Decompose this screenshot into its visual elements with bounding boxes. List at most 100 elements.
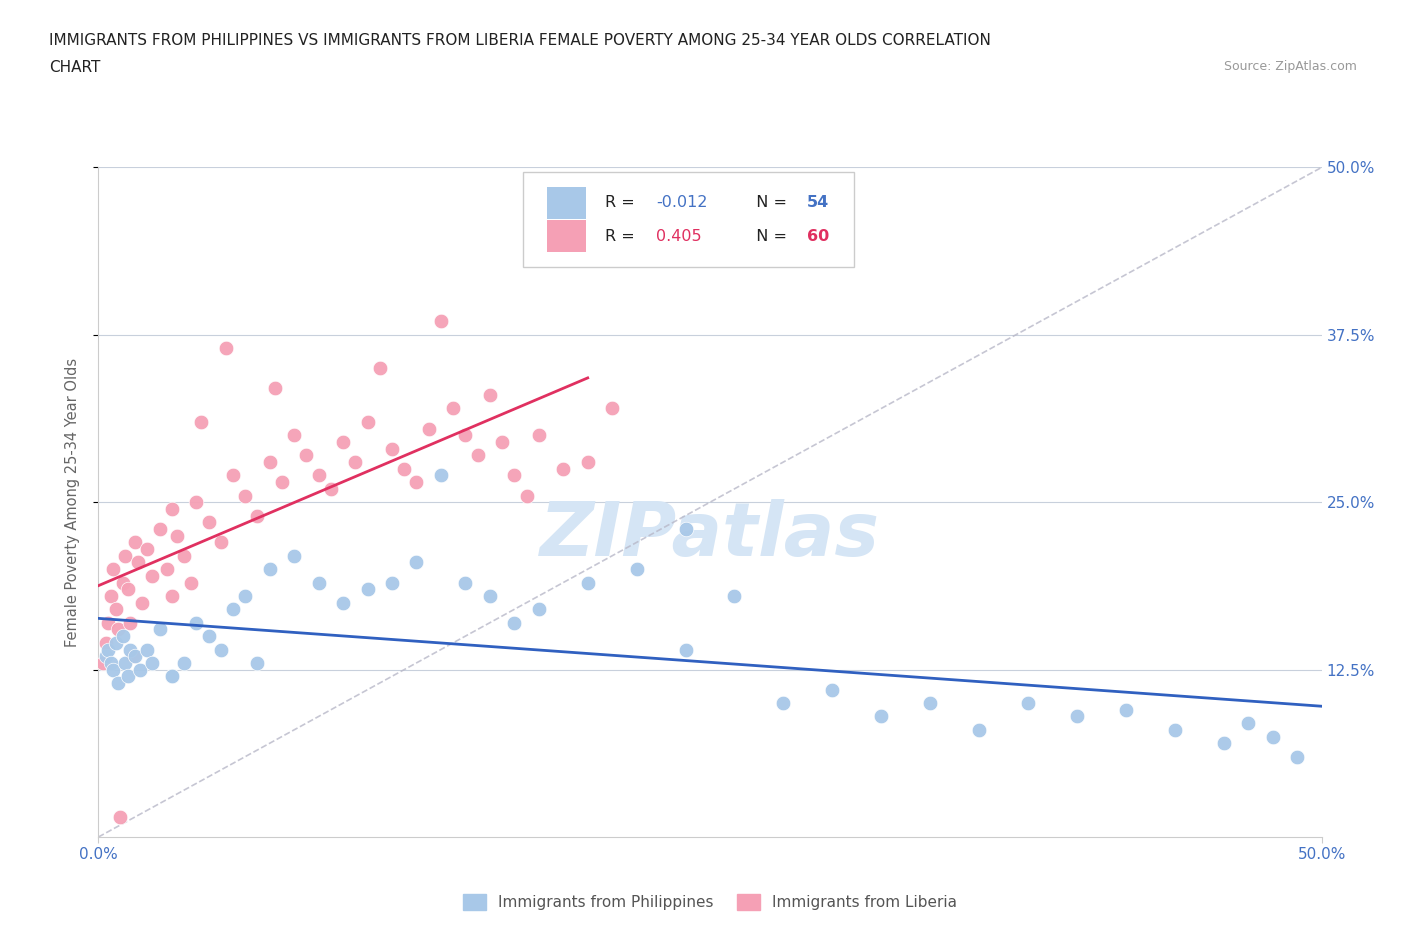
Text: CHART: CHART [49, 60, 101, 75]
Text: 60: 60 [807, 229, 830, 244]
Point [117, 669, 139, 684]
Point [101, 562, 124, 577]
Point [160, 669, 183, 684]
Point [124, 649, 146, 664]
Point [308, 468, 330, 483]
Point [104, 635, 127, 650]
Point [186, 616, 208, 631]
Point [111, 575, 134, 590]
Point [129, 662, 152, 677]
Point [110, 809, 132, 824]
Legend: Immigrants from Philippines, Immigrants from Liberia: Immigrants from Philippines, Immigrants … [457, 888, 963, 916]
Point [467, 448, 489, 463]
Point [127, 555, 149, 570]
Point [114, 549, 136, 564]
Point [870, 709, 893, 724]
Point [209, 535, 232, 550]
Point [233, 589, 256, 604]
Point [186, 495, 208, 510]
Point [246, 656, 269, 671]
Point [180, 575, 202, 590]
Point [600, 401, 623, 416]
Point [190, 415, 212, 430]
Point [121, 649, 143, 664]
Text: ZIPatlas: ZIPatlas [540, 499, 880, 572]
Point [332, 595, 354, 610]
Point [160, 501, 183, 516]
Point [576, 455, 599, 470]
Point [156, 562, 179, 577]
Point [527, 602, 550, 617]
Point [214, 340, 236, 355]
Point [675, 522, 697, 537]
FancyBboxPatch shape [547, 187, 586, 219]
Text: 0.405: 0.405 [657, 229, 702, 244]
Point [1017, 696, 1039, 711]
Point [197, 629, 219, 644]
Point [516, 488, 538, 503]
Point [553, 461, 575, 476]
Point [222, 468, 245, 483]
Point [120, 642, 142, 657]
Point [233, 488, 256, 503]
Point [626, 562, 648, 577]
Point [430, 468, 453, 483]
Point [503, 468, 526, 483]
Point [263, 381, 285, 396]
Text: N =: N = [745, 195, 792, 210]
Point [259, 455, 281, 470]
Point [405, 555, 427, 570]
Point [527, 428, 550, 443]
Point [120, 616, 142, 631]
Text: 54: 54 [807, 195, 830, 210]
Point [136, 642, 159, 657]
Y-axis label: Female Poverty Among 25-34 Year Olds: Female Poverty Among 25-34 Year Olds [65, 358, 80, 646]
Point [91, 656, 114, 671]
Point [1212, 736, 1234, 751]
Point [101, 662, 124, 677]
Point [141, 656, 163, 671]
Point [1237, 716, 1260, 731]
Point [149, 622, 172, 637]
Text: R =: R = [605, 195, 640, 210]
FancyBboxPatch shape [523, 172, 855, 267]
Point [160, 669, 183, 684]
Point [124, 535, 146, 550]
Point [94, 635, 117, 650]
Point [356, 415, 378, 430]
Point [104, 602, 127, 617]
Point [1164, 723, 1187, 737]
Point [100, 589, 122, 604]
Point [173, 656, 195, 671]
Point [107, 622, 129, 637]
Point [503, 616, 526, 631]
Point [381, 575, 404, 590]
Point [368, 361, 391, 376]
Point [160, 589, 183, 604]
Text: Source: ZipAtlas.com: Source: ZipAtlas.com [1223, 60, 1357, 73]
Point [1286, 750, 1309, 764]
Point [149, 522, 172, 537]
Point [141, 568, 163, 583]
Point [478, 388, 501, 403]
Point [131, 595, 153, 610]
Point [491, 434, 513, 449]
Point [454, 428, 477, 443]
Point [920, 696, 942, 711]
Point [478, 589, 501, 604]
Point [772, 696, 794, 711]
Point [295, 448, 318, 463]
Point [723, 589, 745, 604]
Point [381, 441, 404, 456]
Point [117, 582, 139, 597]
Point [209, 642, 232, 657]
Point [100, 656, 122, 671]
Point [344, 455, 367, 470]
Point [430, 314, 453, 329]
Point [675, 642, 697, 657]
Point [319, 482, 342, 497]
Text: R =: R = [605, 229, 640, 244]
Point [1066, 709, 1088, 724]
Point [197, 515, 219, 530]
Point [332, 434, 354, 449]
